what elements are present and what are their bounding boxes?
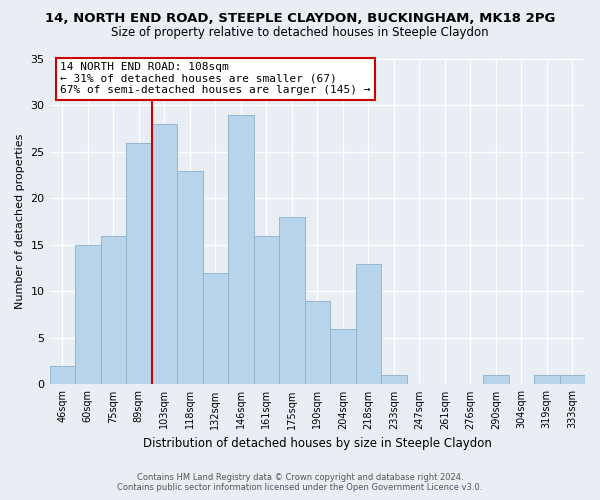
- Bar: [152, 124, 177, 384]
- Bar: [305, 300, 330, 384]
- Bar: [203, 273, 228, 384]
- Bar: [101, 236, 126, 384]
- Bar: [381, 375, 407, 384]
- Bar: [254, 236, 279, 384]
- Bar: [534, 375, 560, 384]
- Bar: [356, 264, 381, 384]
- Bar: [560, 375, 585, 384]
- Bar: [228, 115, 254, 384]
- X-axis label: Distribution of detached houses by size in Steeple Claydon: Distribution of detached houses by size …: [143, 437, 492, 450]
- Bar: [483, 375, 509, 384]
- Bar: [50, 366, 75, 384]
- Bar: [75, 245, 101, 384]
- Text: 14, NORTH END ROAD, STEEPLE CLAYDON, BUCKINGHAM, MK18 2PG: 14, NORTH END ROAD, STEEPLE CLAYDON, BUC…: [45, 12, 555, 26]
- Y-axis label: Number of detached properties: Number of detached properties: [15, 134, 25, 310]
- Text: Contains HM Land Registry data © Crown copyright and database right 2024.
Contai: Contains HM Land Registry data © Crown c…: [118, 473, 482, 492]
- Bar: [279, 217, 305, 384]
- Text: 14 NORTH END ROAD: 108sqm
← 31% of detached houses are smaller (67)
67% of semi-: 14 NORTH END ROAD: 108sqm ← 31% of detac…: [60, 62, 371, 96]
- Text: Size of property relative to detached houses in Steeple Claydon: Size of property relative to detached ho…: [111, 26, 489, 39]
- Bar: [126, 142, 152, 384]
- Bar: [330, 328, 356, 384]
- Bar: [177, 170, 203, 384]
